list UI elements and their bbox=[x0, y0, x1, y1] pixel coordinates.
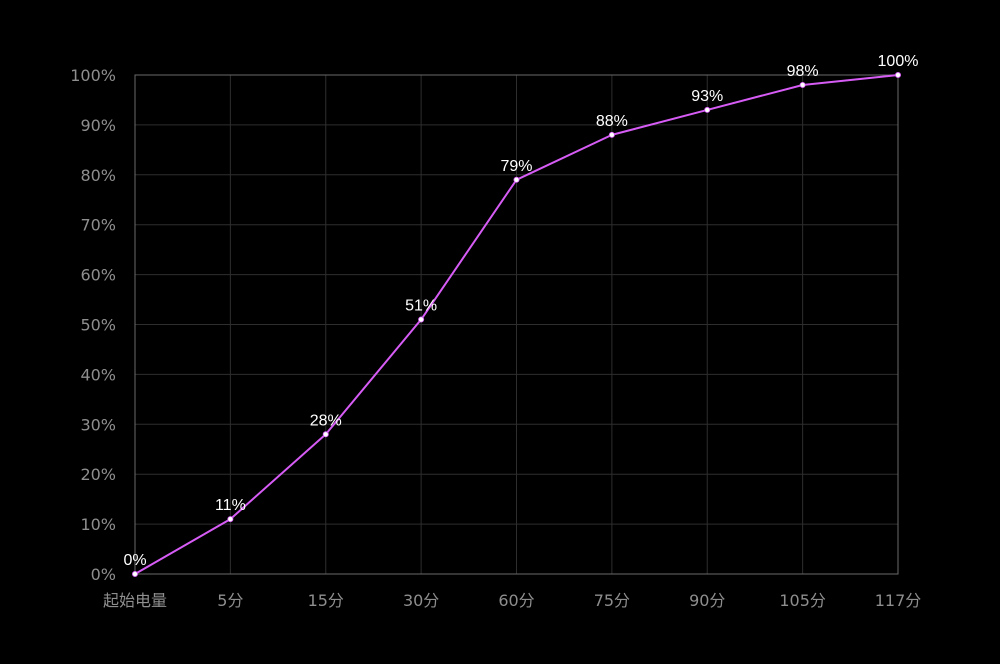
x-tick-label: 15分 bbox=[308, 591, 344, 610]
y-tick-label: 30% bbox=[80, 415, 116, 434]
y-tick-label: 40% bbox=[80, 365, 116, 384]
data-point bbox=[895, 72, 902, 79]
x-tick-label: 117分 bbox=[875, 591, 922, 610]
data-label: 98% bbox=[787, 63, 819, 80]
y-tick-label: 100% bbox=[70, 66, 116, 85]
data-point bbox=[608, 131, 615, 138]
data-label: 51% bbox=[405, 298, 437, 315]
data-point bbox=[131, 571, 138, 578]
y-tick-label: 0% bbox=[91, 565, 116, 584]
data-label: 11% bbox=[215, 497, 246, 514]
data-label: 100% bbox=[878, 53, 919, 70]
data-point bbox=[513, 176, 520, 183]
x-tick-label: 105分 bbox=[779, 591, 826, 610]
x-tick-label: 90分 bbox=[689, 591, 725, 610]
grid-lines bbox=[134, 74, 899, 575]
series-layer bbox=[131, 72, 902, 578]
x-tick-label: 起始电量 bbox=[103, 591, 167, 610]
data-point bbox=[799, 81, 806, 88]
plot-frame bbox=[134, 74, 899, 575]
data-labels: 0% 11% 28% 51% 79% 88% 93% 98% 100% bbox=[123, 53, 918, 569]
y-tick-label: 60% bbox=[80, 266, 116, 285]
x-axis-ticks: 起始电量 5分 15分 30分 60分 75分 90分 105分 117分 bbox=[103, 591, 921, 610]
x-tick-label: 60分 bbox=[498, 591, 534, 610]
x-tick-label: 5分 bbox=[217, 591, 243, 610]
data-point bbox=[418, 316, 425, 323]
data-label: 0% bbox=[123, 552, 146, 569]
data-label: 28% bbox=[310, 412, 342, 429]
x-tick-label: 30分 bbox=[403, 591, 439, 610]
y-tick-label: 90% bbox=[80, 116, 116, 135]
plot-border bbox=[134, 74, 899, 575]
x-tick-label: 75分 bbox=[594, 591, 630, 610]
data-label: 79% bbox=[500, 158, 532, 175]
y-tick-label: 70% bbox=[80, 216, 116, 235]
y-tick-label: 80% bbox=[80, 166, 116, 185]
y-tick-label: 10% bbox=[80, 515, 116, 534]
data-point bbox=[704, 106, 711, 113]
data-label: 93% bbox=[691, 88, 723, 105]
y-tick-label: 50% bbox=[80, 316, 116, 335]
y-axis-ticks: 0% 10% 20% 30% 40% 50% 60% 70% 80% 90% 100% bbox=[70, 66, 116, 584]
data-point bbox=[227, 516, 234, 523]
data-label: 88% bbox=[596, 113, 628, 130]
data-point bbox=[322, 431, 329, 438]
y-tick-label: 20% bbox=[80, 465, 116, 484]
